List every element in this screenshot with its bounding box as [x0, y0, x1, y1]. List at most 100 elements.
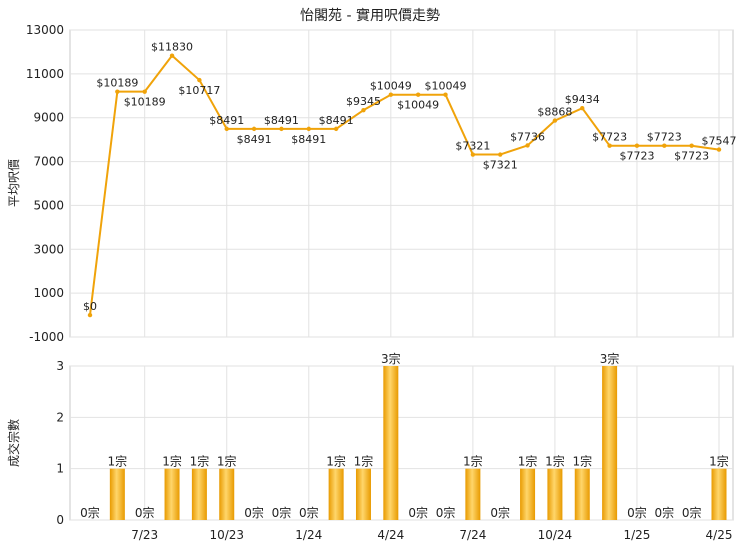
line-y-tick: 5000 — [33, 198, 64, 212]
bar-data-label: 1宗 — [545, 454, 565, 469]
price-point — [525, 143, 530, 148]
line-y-tick: -1000 — [29, 330, 64, 344]
line-y-axis-label: 平均呎價 — [7, 159, 21, 207]
price-data-label: $10189 — [96, 77, 138, 90]
x-tick-labels: 7/23 10/23 1/24 4/24 7/24 10/24 1/25 4/25 — [131, 528, 732, 542]
price-data-label: $10049 — [397, 99, 439, 112]
transaction-bar — [465, 468, 481, 520]
line-y-tick: 13000 — [26, 23, 64, 37]
bar-data-label: 1宗 — [217, 454, 237, 469]
price-data-label: $7723 — [619, 150, 654, 163]
bar-data-label: 0宗 — [244, 505, 264, 520]
price-data-label: $9345 — [346, 95, 381, 108]
price-data-label: $7547 — [702, 135, 737, 148]
price-point — [607, 143, 612, 148]
transaction-bar — [164, 468, 180, 520]
price-point — [580, 105, 585, 111]
price-data-label: $7723 — [674, 150, 709, 163]
bar-data-label: 0宗 — [490, 505, 510, 520]
bar-data-label: 1宗 — [518, 454, 538, 469]
bar-data-label: 0宗 — [436, 505, 456, 520]
bar-data-label: 1宗 — [326, 454, 346, 469]
transaction-bar — [219, 468, 235, 520]
price-data-label: $10189 — [124, 96, 166, 109]
price-data-label: $7321 — [483, 159, 518, 172]
price-data-label: $7321 — [455, 140, 490, 153]
price-point — [388, 92, 394, 97]
price-point — [415, 92, 421, 97]
line-y-tick: 3000 — [33, 242, 64, 256]
price-point — [251, 126, 257, 132]
line-y-tick-labels: 13000 11000 9000 7000 5000 3000 1000 -1000 — [26, 23, 64, 344]
bar-data-label: 0宗 — [272, 505, 292, 520]
price-point — [716, 147, 722, 152]
price-point — [498, 152, 503, 157]
transaction-bar — [574, 468, 590, 520]
line-plot-area — [69, 29, 734, 338]
price-point — [662, 143, 667, 148]
bar-data-label: 0宗 — [627, 505, 647, 520]
line-plot-gridlines — [70, 29, 733, 338]
x-tick: 7/23 — [131, 528, 158, 542]
price-point — [333, 126, 339, 132]
bar-data-label: 0宗 — [299, 505, 319, 520]
chart-title: 怡閣苑 - 實用呎價走勢 — [300, 7, 440, 24]
price-point — [634, 143, 640, 148]
price-point — [443, 92, 448, 97]
bar-y-tick: 2 — [56, 410, 64, 424]
bar-plot-gridlines — [70, 365, 733, 521]
price-data-label: $7723 — [647, 131, 682, 144]
transaction-bar — [383, 366, 399, 520]
price-point — [306, 126, 311, 132]
line-y-tick: 1000 — [33, 286, 64, 300]
price-point — [361, 107, 366, 113]
price-data-label: $8491 — [264, 114, 299, 127]
bar-data-label: 0宗 — [408, 505, 428, 520]
price-point — [87, 312, 93, 318]
price-point — [279, 126, 284, 132]
bar-data-label: 0宗 — [135, 505, 155, 520]
x-tick: 7/24 — [459, 528, 486, 542]
bar-data-label: 1宗 — [190, 454, 210, 469]
price-data-label: $8491 — [291, 133, 326, 146]
x-tick: 1/25 — [623, 528, 650, 542]
bar-y-tick: 1 — [56, 462, 64, 476]
price-data-label: $11830 — [151, 41, 193, 54]
price-data-label: $10049 — [425, 80, 467, 93]
bar-y-tick-labels: 3 2 1 0 — [56, 359, 64, 527]
price-data-label: $8491 — [237, 133, 272, 146]
x-tick: 1/24 — [295, 528, 322, 542]
bar-data-label: 3宗 — [381, 351, 401, 366]
transaction-bar — [711, 468, 727, 520]
x-tick: 10/23 — [209, 528, 244, 542]
x-tick: 4/25 — [706, 528, 733, 542]
price-data-label: $10049 — [370, 80, 412, 93]
price-line-series: $0 $10189 $10189 $11830 $10717 $8491 $8491 $849… — [83, 41, 737, 318]
x-tick: 4/24 — [377, 528, 404, 542]
line-y-tick: 7000 — [33, 155, 64, 169]
transaction-bar — [355, 468, 371, 520]
transaction-bar-series: 0宗 1宗 0宗 1宗 1宗 1宗 0宗 0宗 0宗 1宗 1宗 3宗 0宗 0宗 1宗 0宗 1宗 1宗 1宗 3宗… — [80, 351, 729, 520]
transaction-bar — [109, 468, 125, 520]
line-y-tick: 9000 — [33, 111, 64, 125]
price-point — [142, 89, 147, 94]
transaction-bar — [547, 468, 563, 520]
bar-y-tick: 3 — [56, 359, 64, 373]
bar-data-label: 1宗 — [463, 454, 483, 469]
bar-data-label: 1宗 — [108, 454, 128, 469]
bar-data-label: 3宗 — [600, 351, 620, 366]
price-data-label: $9434 — [565, 93, 600, 106]
bar-data-label: 1宗 — [354, 454, 374, 469]
price-data-label: $10717 — [178, 84, 220, 97]
price-point — [197, 77, 202, 83]
price-point — [470, 152, 476, 157]
price-data-label: $7723 — [592, 131, 627, 144]
price-data-label: $8868 — [537, 106, 572, 119]
price-data-label: $0 — [83, 300, 97, 313]
bar-data-label: 1宗 — [709, 454, 729, 469]
price-data-label: $7736 — [510, 130, 545, 143]
price-data-label: $8491 — [319, 114, 354, 127]
price-point — [224, 126, 229, 132]
bar-data-label: 0宗 — [80, 505, 100, 520]
